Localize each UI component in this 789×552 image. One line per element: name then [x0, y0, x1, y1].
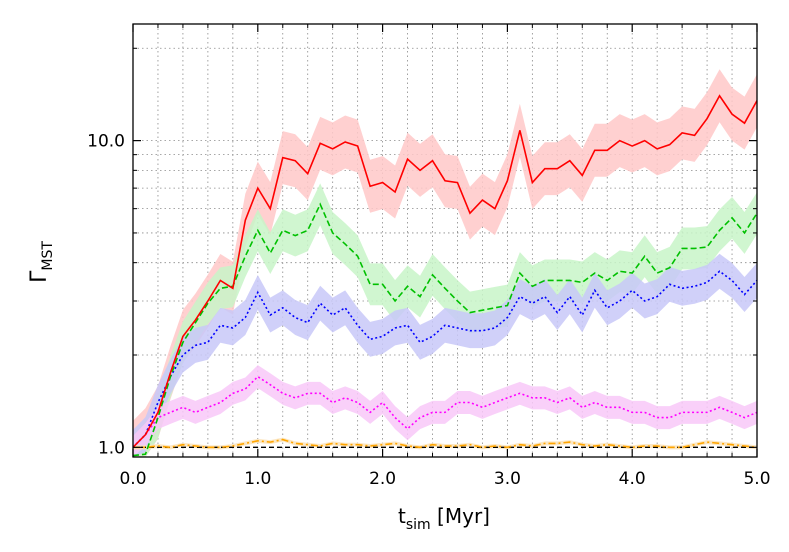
x-tick-label: 0.0 [119, 469, 146, 489]
series-3-line [132, 375, 758, 448]
series-3-band [133, 365, 757, 457]
x-tick-label: 5.0 [743, 469, 770, 489]
y-axis-label-sub: MST [40, 241, 56, 271]
x-axis-label-main: t [398, 504, 406, 528]
tick-layer [132, 24, 758, 457]
series-1-band [133, 183, 757, 457]
x-tick-label: 4.0 [619, 469, 646, 489]
series-4-band [133, 437, 757, 450]
band-layer [133, 69, 757, 457]
series-0-line [132, 94, 758, 448]
series-2-line [132, 270, 758, 448]
series-4-line [133, 438, 758, 449]
series-2-band [133, 253, 757, 457]
x-tick-label: 2.0 [369, 469, 396, 489]
x-tick-label: 3.0 [494, 469, 521, 489]
grid-layer [133, 24, 757, 457]
x-axis-label-sub: sim [406, 517, 431, 533]
y-tick-label: 10.0 [87, 132, 125, 152]
plot-frame [132, 23, 758, 458]
x-axis-label: tsim [Myr] [398, 504, 490, 533]
tick-label-layer: 0.0 1.0 2.0 3.0 4.0 5.0 1.0 10.0 [87, 132, 770, 489]
series-line-layer [132, 94, 758, 457]
y-axis-label-main: Γ [27, 270, 52, 283]
y-axis-label: ΓMST [27, 241, 56, 283]
series-1-line [132, 202, 758, 457]
y-tick-label: 1.0 [98, 438, 125, 458]
series-0-band [133, 69, 757, 457]
x-tick-label: 1.0 [244, 469, 271, 489]
x-axis-label-suffix: [Myr] [431, 504, 490, 528]
